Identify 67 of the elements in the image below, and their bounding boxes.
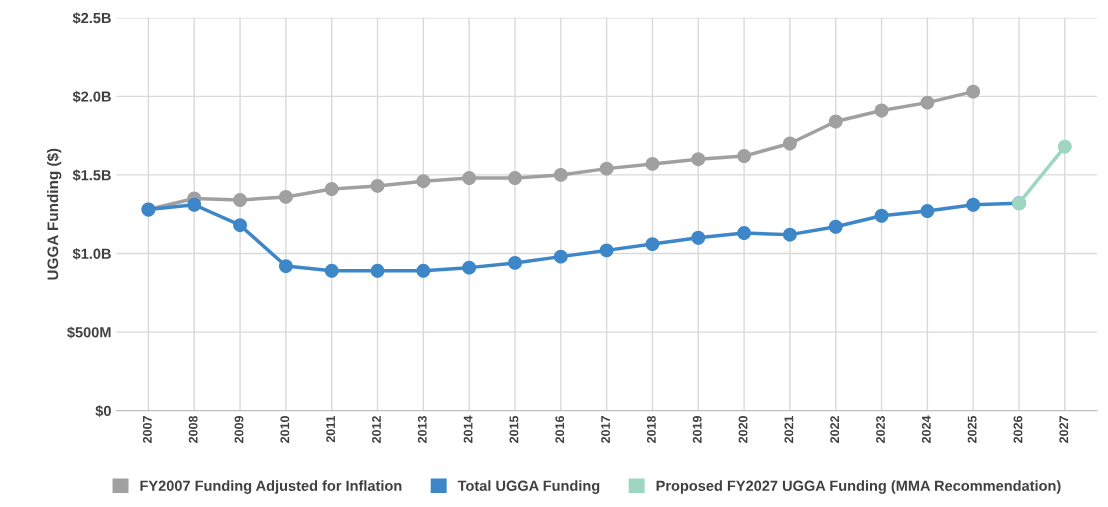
x-tick-label: 2016 xyxy=(555,415,565,443)
point xyxy=(645,156,660,171)
point xyxy=(187,197,202,212)
x-tick-label: 2023 xyxy=(876,415,885,443)
point xyxy=(553,249,568,264)
point xyxy=(920,95,935,110)
point xyxy=(462,171,477,185)
point xyxy=(324,182,339,196)
point xyxy=(462,260,477,275)
x-tick-label: 2011 xyxy=(326,415,336,443)
x-tick-label: 2022 xyxy=(830,416,840,443)
point xyxy=(828,114,843,129)
x-tick-label: 2026 xyxy=(1013,415,1023,443)
point xyxy=(874,208,889,223)
point xyxy=(645,237,660,252)
y-tick-label: $500M xyxy=(67,326,111,339)
point xyxy=(370,178,385,193)
x-tick-label: 2013 xyxy=(417,415,427,443)
point xyxy=(278,259,293,274)
point xyxy=(599,243,614,258)
point xyxy=(416,263,431,278)
x-tick-label: 2012 xyxy=(372,416,381,443)
y-tick-label: $2.0B xyxy=(72,90,111,103)
y-axis-title: UGGA Funding ($) xyxy=(46,148,62,280)
y-tick-label: $1.5B xyxy=(72,169,111,182)
x-tick-label: 2019 xyxy=(692,415,702,443)
x-tick-label: 2020 xyxy=(738,416,748,443)
point xyxy=(966,197,981,212)
point xyxy=(416,174,431,189)
x-tick-label: 2018 xyxy=(646,415,656,443)
point xyxy=(691,230,706,245)
point xyxy=(782,227,797,242)
point xyxy=(782,136,797,151)
point xyxy=(737,149,752,163)
x-tick-label: 2017 xyxy=(601,416,610,443)
point xyxy=(324,263,339,278)
point xyxy=(874,103,889,118)
legend-label: Total UGGA Funding xyxy=(457,480,600,494)
point xyxy=(1057,139,1072,154)
point xyxy=(508,255,522,270)
point xyxy=(553,167,568,182)
point xyxy=(920,204,935,219)
point xyxy=(599,161,614,176)
x-tick-label: 2009 xyxy=(234,415,244,443)
x-tick-label: 2027 xyxy=(1059,416,1069,443)
legend-label: Proposed FY2027 UGGA Funding (MMA Recommendation) xyxy=(656,480,1061,494)
x-tick-label: 2014 xyxy=(463,415,473,443)
point xyxy=(233,218,247,233)
x-tick-label: 2024 xyxy=(921,415,931,443)
x-tick-label: 2010 xyxy=(280,416,290,443)
x-tick-label: 2007 xyxy=(142,416,152,443)
point xyxy=(966,84,981,99)
point xyxy=(278,189,293,204)
x-tick-label: 2015 xyxy=(509,415,519,443)
y-tick-label: $2.5B xyxy=(72,12,111,25)
point xyxy=(508,171,522,185)
point xyxy=(233,193,247,208)
x-tick-label: 2021 xyxy=(784,415,794,443)
y-tick-label: $1.0B xyxy=(72,247,111,260)
x-tick-label: 2008 xyxy=(188,415,198,443)
legend-label: FY2007 Funding Adjusted for Inflation xyxy=(140,480,402,494)
point xyxy=(691,152,706,167)
y-tick-label: $0 xyxy=(95,405,111,418)
point xyxy=(370,263,385,278)
point xyxy=(737,226,752,241)
point xyxy=(828,219,843,234)
x-tick-label: 2025 xyxy=(967,415,977,443)
